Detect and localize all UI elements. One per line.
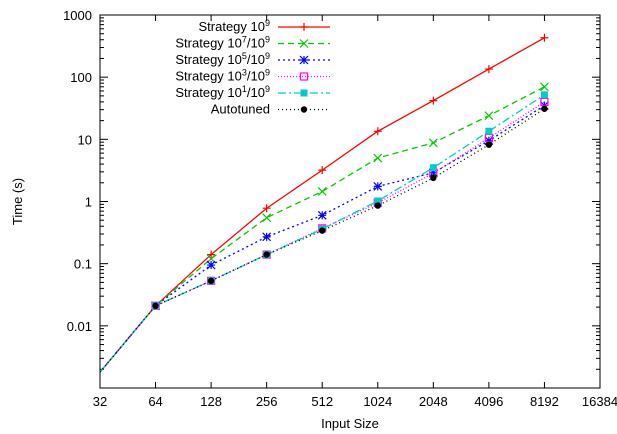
- data-point: [206, 260, 216, 270]
- x-tick-label: 512: [311, 394, 333, 409]
- data-point: [428, 138, 438, 148]
- legend-label: Autotuned: [211, 102, 270, 117]
- data-point: [206, 254, 216, 264]
- data-point: [540, 82, 549, 92]
- data-point: [317, 210, 327, 220]
- data-point: [317, 187, 327, 196]
- data-point: [429, 164, 437, 172]
- data-point: [262, 213, 272, 223]
- data-point: [262, 232, 272, 242]
- y-tick-label: 0.01: [67, 319, 92, 334]
- x-tick-label: 16384: [582, 394, 617, 409]
- legend-label: Strategy 109: [198, 18, 270, 34]
- legend-label: Strategy 107/109: [175, 35, 270, 51]
- data-point: [485, 127, 493, 135]
- series-3: [100, 97, 549, 373]
- data-point: [207, 250, 216, 259]
- data-point: [485, 141, 493, 148]
- data-point: [374, 202, 381, 209]
- x-tick-label: 32: [93, 394, 107, 409]
- data-point: [484, 111, 494, 121]
- data-point: [373, 181, 383, 191]
- data-point: [207, 277, 215, 285]
- series-line: [100, 104, 545, 373]
- x-tick-label: 4096: [474, 394, 503, 409]
- data-point: [152, 302, 159, 310]
- legend-label: Strategy 101/109: [175, 84, 270, 100]
- series-line: [100, 86, 545, 373]
- data-point: [373, 153, 383, 163]
- data-point: [318, 166, 327, 175]
- x-axis-label: Input Size: [321, 416, 379, 431]
- data-point: [429, 96, 438, 105]
- data-point: [428, 168, 438, 178]
- data-point: [319, 227, 326, 234]
- data-point: [540, 33, 549, 42]
- data-point: [299, 39, 309, 48]
- data-point: [299, 72, 309, 81]
- data-point: [300, 23, 308, 31]
- series-2: [100, 101, 549, 373]
- x-tick-label: 64: [148, 394, 162, 409]
- y-axis-label: Time (s): [10, 178, 25, 225]
- series-line: [100, 108, 545, 373]
- x-tick-label: 128: [200, 394, 222, 409]
- data-point: [541, 105, 548, 112]
- series-0: [100, 33, 549, 373]
- series-line: [100, 101, 545, 373]
- data-point: [540, 97, 549, 107]
- series-5: [100, 105, 548, 373]
- ticks-layer: 32 64 128 256 512 1024 2048 4096 8192 16384 0.01 0.…: [63, 8, 617, 409]
- data-point: [374, 197, 382, 205]
- data-point: [430, 174, 437, 182]
- x-tick-label: 256: [256, 394, 278, 409]
- y-tick-label: 0.1: [74, 257, 92, 272]
- series-line: [100, 37, 545, 373]
- x-tick-label: 8192: [530, 394, 559, 409]
- legend-label: Strategy 105/109: [175, 51, 270, 67]
- data-point: [484, 65, 493, 74]
- data-point: [540, 91, 548, 99]
- data-point: [263, 251, 270, 258]
- x-tick-label: 1024: [363, 394, 392, 409]
- data-point: [299, 55, 309, 65]
- data-point: [300, 89, 308, 97]
- y-tick-label: 1000: [63, 8, 92, 23]
- data-point: [373, 127, 382, 136]
- x-tick-label: 2048: [419, 394, 448, 409]
- data-point: [300, 106, 308, 113]
- legend-label: Strategy 103/109: [175, 68, 270, 84]
- data-point: [262, 204, 271, 213]
- y-tick-label: 1: [85, 195, 92, 210]
- y-tick-label: 100: [70, 70, 92, 85]
- data-point: [484, 136, 494, 146]
- y-tick-label: 10: [78, 132, 92, 147]
- series-layer: [100, 33, 549, 373]
